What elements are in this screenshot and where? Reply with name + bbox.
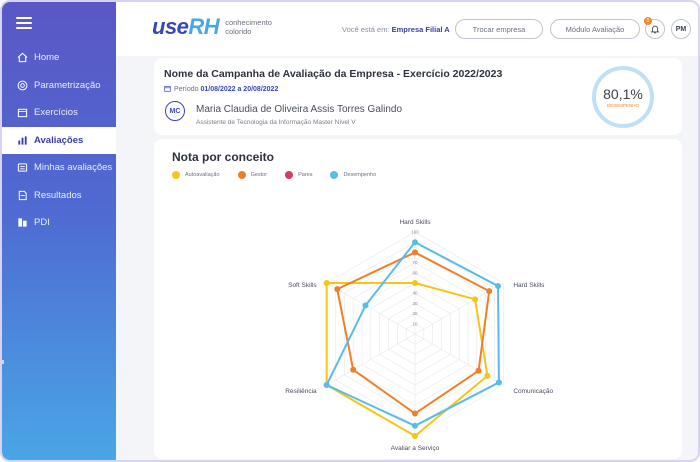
sidebar-item-pdi[interactable]: PDI: [2, 209, 116, 237]
period-value: 01/08/2022 a 20/08/2022: [200, 86, 279, 93]
sidebar-item-resultados[interactable]: Resultados: [2, 182, 116, 210]
legend-label: Desempenho: [343, 172, 377, 178]
switch-company-button[interactable]: Trocar empresa: [455, 19, 543, 39]
legend-item[interactable]: Gestor: [237, 171, 268, 179]
grid-spoke: [326, 333, 416, 386]
campaign-card: Nome da Campanha de Avaliação da Empresa…: [154, 58, 682, 135]
brand-logo[interactable]: use RH conhecimento colorido: [152, 14, 285, 40]
legend-item[interactable]: Pares: [285, 171, 312, 179]
campaign-period: Período 01/08/2022 a 20/08/2022: [164, 85, 278, 94]
legend-dot: [285, 171, 294, 179]
data-point: [475, 367, 482, 374]
logo-use-text: use: [152, 14, 189, 39]
legend-dot: [172, 171, 180, 179]
sidebar: Home Parametrização Exercícios Avaliaçõe…: [2, 2, 116, 460]
data-point: [412, 249, 418, 256]
chart-title: Nota por conceito: [172, 150, 275, 164]
sidebar-item-label: Parametrização: [34, 79, 101, 91]
legend-dot: [237, 171, 246, 179]
data-point: [412, 410, 418, 417]
top-header: use RH conhecimento colorido Você está e…: [116, 2, 698, 56]
company-name: Empresa Filial A: [391, 25, 450, 34]
sidebar-item-label: PDI: [34, 217, 50, 229]
legend-label: Pares: [298, 172, 313, 178]
sidebar-item-label: Resultados: [34, 189, 82, 201]
chart-bars-icon: [16, 134, 28, 146]
data-point: [412, 433, 418, 439]
sidebar-item-exercicios[interactable]: Exercícios: [2, 99, 116, 127]
people-icon: [16, 162, 28, 174]
sidebar-item-minhas-avaliacoes[interactable]: Minhas avaliações: [2, 154, 116, 182]
data-point: [350, 366, 357, 373]
tick-label: 10: [412, 321, 418, 326]
user-avatar[interactable]: PM: [671, 19, 691, 39]
person-role: Assistente de Tecnologia da Informação M…: [196, 119, 356, 126]
menu-icon[interactable]: [16, 17, 32, 29]
performance-score-value: 80,1%: [603, 86, 643, 102]
axis-label: Soft Skills: [288, 282, 317, 289]
data-point: [323, 382, 330, 388]
logo-tagline: conhecimento colorido: [225, 18, 272, 36]
sidebar-item-avaliacoes[interactable]: Avaliações: [2, 126, 116, 154]
axis-label: Hard Skills: [513, 282, 545, 289]
period-label: Período: [174, 86, 199, 93]
calendar-icon: [16, 107, 28, 119]
chart-card: Nota por conceito Autoavaliação Gestor Par…: [154, 139, 682, 459]
module-button[interactable]: Módulo Avaliação: [550, 19, 640, 39]
edge-handle: [2, 360, 4, 364]
document-icon: [16, 189, 28, 201]
legend-dot: [330, 171, 339, 179]
data-point: [412, 239, 418, 246]
axis-label: Hard Skills: [399, 219, 431, 226]
data-point: [412, 280, 418, 286]
tick-label: 20: [412, 311, 418, 316]
legend-item[interactable]: Desempenho: [330, 171, 376, 179]
axis-label: Avaliar a Serviço: [391, 445, 440, 452]
calendar-icon: [164, 85, 171, 94]
data-point: [362, 302, 369, 309]
sidebar-item-label: Home: [34, 52, 60, 64]
campaign-title: Nome da Campanha de Avaliação da Empresa…: [164, 68, 503, 80]
axis-label: Resiliência: [285, 388, 317, 395]
sidebar-item-label: Avaliações: [34, 134, 84, 146]
logo-rh-text: RH: [188, 14, 220, 39]
grid-chart-icon: [16, 217, 28, 229]
axis-label: Comunicação: [513, 388, 553, 395]
tick-label: 100: [411, 230, 419, 235]
sidebar-item-parametrizacao[interactable]: Parametrização: [2, 72, 116, 100]
legend-item[interactable]: Autoavaliação: [172, 171, 220, 179]
data-point: [412, 422, 418, 429]
person-avatar: MC: [165, 101, 185, 121]
tick-label: 60: [412, 270, 418, 275]
legend-label: Gestor: [250, 172, 268, 178]
data-point: [495, 379, 502, 386]
tick-label: 40: [412, 291, 418, 296]
performance-score-ring: 80,1% DESEMPENHO: [592, 66, 654, 128]
sidebar-item-label: Minhas avaliações: [34, 162, 113, 174]
data-point: [486, 288, 493, 295]
target-icon: [16, 79, 28, 91]
notification-badge: 0: [644, 17, 652, 25]
legend-label: Autoavaliação: [185, 172, 220, 178]
tick-label: 30: [412, 301, 418, 306]
person-name: Maria Claudia de Oliveira Assis Torres G…: [196, 104, 403, 115]
data-point: [334, 286, 341, 293]
grid-spoke: [326, 282, 416, 335]
data-point: [484, 372, 491, 379]
tick-label: 70: [412, 260, 418, 265]
bell-icon[interactable]: [645, 19, 665, 39]
data-point: [323, 280, 330, 286]
chart-legend: Autoavaliação Gestor Pares Desempenho: [172, 171, 394, 179]
current-company: Você está em: Empresa Filial A: [342, 25, 450, 34]
sidebar-item-home[interactable]: Home: [2, 44, 116, 72]
performance-score-label: DESEMPENHO: [606, 103, 639, 108]
data-point: [472, 296, 479, 303]
company-prefix: Você está em:: [342, 25, 390, 34]
sidebar-nav: Home Parametrização Exercícios Avaliaçõe…: [2, 44, 116, 237]
home-icon: [16, 52, 28, 64]
sidebar-item-label: Exercícios: [34, 107, 78, 119]
data-point: [495, 283, 502, 290]
